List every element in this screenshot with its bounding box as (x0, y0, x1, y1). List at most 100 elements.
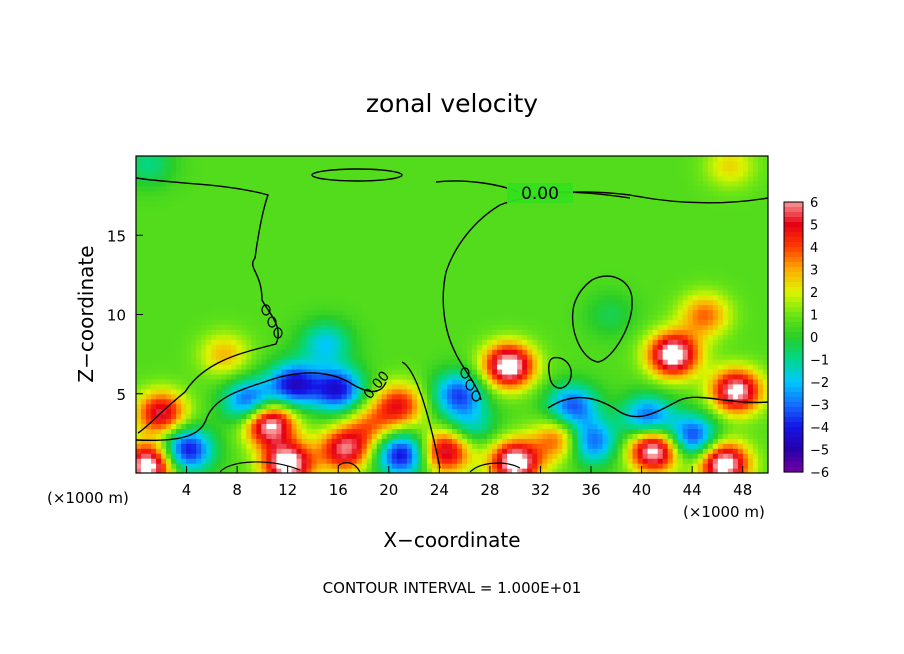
heatmap-cell (276, 255, 283, 261)
heatmap-cell (136, 349, 142, 355)
heatmap-cell (406, 413, 413, 420)
heatmap-cell (381, 170, 388, 177)
heatmap-cell (321, 418, 328, 425)
heatmap-cell (507, 334, 513, 340)
heatmap-cell (482, 373, 488, 380)
heatmap-cell (266, 230, 273, 236)
heatmap-cell (376, 195, 383, 202)
heatmap-cell (266, 403, 273, 410)
heatmap-cell (281, 438, 288, 444)
heatmap-cell (226, 190, 232, 197)
heatmap-cell (411, 220, 418, 226)
heatmap-cell (356, 393, 363, 400)
heatmap-cell (311, 408, 318, 415)
heatmap-cell (181, 225, 187, 231)
heatmap-cell (151, 368, 157, 375)
heatmap-cell (366, 468, 373, 473)
heatmap-cell (421, 215, 428, 221)
heatmap-cell (472, 344, 478, 350)
heatmap-cell (462, 324, 468, 330)
heatmap-cell (522, 220, 528, 226)
heatmap-cell (261, 255, 268, 261)
heatmap-cell (441, 453, 448, 459)
heatmap-cell (436, 260, 443, 266)
heatmap-cell (261, 156, 268, 162)
heatmap-cell (291, 284, 298, 291)
heatmap-cell (136, 260, 142, 266)
heatmap-cell (351, 235, 358, 241)
heatmap-cell (336, 324, 343, 330)
heatmap-cell (386, 190, 393, 197)
heatmap-cell (246, 398, 252, 405)
heatmap-cell (196, 423, 202, 430)
heatmap-cell (351, 299, 358, 306)
heatmap-cell (201, 393, 207, 400)
heatmap-cell (376, 289, 383, 296)
heatmap-cell (426, 175, 433, 182)
heatmap-cell (176, 269, 182, 276)
heatmap-cell (336, 165, 343, 172)
heatmap-cell (351, 156, 358, 162)
heatmap-cell (512, 438, 518, 444)
heatmap-cell (492, 448, 498, 454)
heatmap-cell (266, 448, 273, 454)
heatmap-cell (507, 339, 513, 345)
heatmap-cell (206, 279, 212, 286)
heatmap-cell (381, 319, 388, 325)
heatmap-cell (231, 215, 237, 221)
heatmap-cell (487, 245, 493, 251)
heatmap-cell (316, 195, 323, 202)
heatmap-cell (416, 160, 423, 167)
heatmap-cell (477, 364, 483, 370)
heatmap-cell (226, 453, 232, 459)
heatmap-cell (206, 408, 212, 415)
heatmap-cell (251, 220, 257, 226)
heatmap-cell (316, 433, 323, 439)
heatmap-cell (236, 393, 242, 400)
heatmap-cell (256, 413, 262, 420)
heatmap-cell (166, 245, 172, 251)
heatmap-cell (421, 260, 428, 266)
heatmap-cell (436, 279, 443, 286)
heatmap-cell (431, 160, 438, 167)
heatmap-cell (426, 260, 433, 266)
heatmap-cell (386, 383, 393, 390)
heatmap-cell (421, 344, 428, 350)
heatmap-cell (281, 408, 288, 415)
heatmap-cell (472, 433, 478, 439)
heatmap-cell (281, 359, 288, 365)
heatmap-cell (181, 185, 187, 192)
heatmap-cell (231, 463, 237, 469)
heatmap-cell (401, 329, 408, 335)
heatmap-cell (396, 250, 403, 256)
heatmap-cell (462, 185, 468, 192)
heatmap-cell (487, 250, 493, 256)
heatmap-cell (502, 190, 508, 197)
heatmap-cell (246, 314, 252, 321)
heatmap-cell (171, 230, 177, 236)
heatmap-cell (401, 428, 408, 434)
heatmap-cell (346, 264, 353, 271)
heatmap-cell (141, 373, 147, 380)
heatmap-cell (231, 423, 237, 430)
heatmap-cell (146, 175, 152, 182)
heatmap-cell (517, 359, 523, 365)
heatmap-cell (426, 200, 433, 207)
heatmap-cell (241, 383, 247, 390)
heatmap-cell (361, 279, 368, 286)
heatmap-cell (166, 220, 172, 226)
heatmap-cell (366, 418, 373, 425)
heatmap-cell (452, 468, 458, 473)
heatmap-cell (326, 304, 333, 311)
heatmap-cell (246, 230, 252, 236)
heatmap-cell (401, 185, 408, 192)
heatmap-cell (446, 438, 453, 444)
heatmap-cell (331, 359, 338, 365)
heatmap-cell (296, 423, 303, 430)
heatmap-cell (522, 354, 528, 360)
heatmap-cell (206, 378, 212, 385)
heatmap-cell (457, 245, 463, 251)
heatmap-cell (321, 264, 328, 271)
heatmap-cell (416, 398, 423, 405)
heatmap-cell (291, 156, 298, 162)
